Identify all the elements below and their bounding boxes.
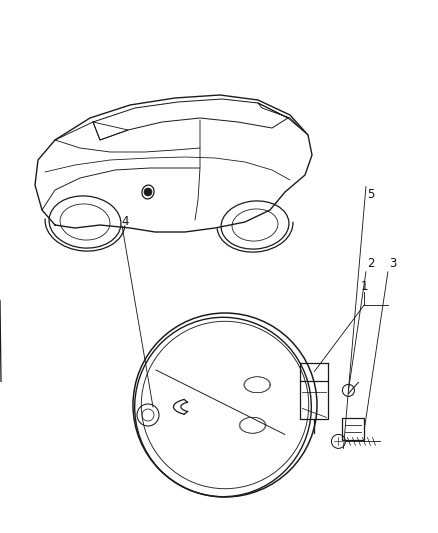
Text: 2: 2: [366, 257, 374, 270]
Text: 5: 5: [367, 188, 374, 201]
Ellipse shape: [141, 185, 154, 199]
Text: 3: 3: [389, 257, 396, 270]
Polygon shape: [342, 418, 364, 440]
Text: 4: 4: [121, 215, 129, 228]
Text: 1: 1: [360, 280, 367, 293]
Circle shape: [144, 188, 152, 196]
